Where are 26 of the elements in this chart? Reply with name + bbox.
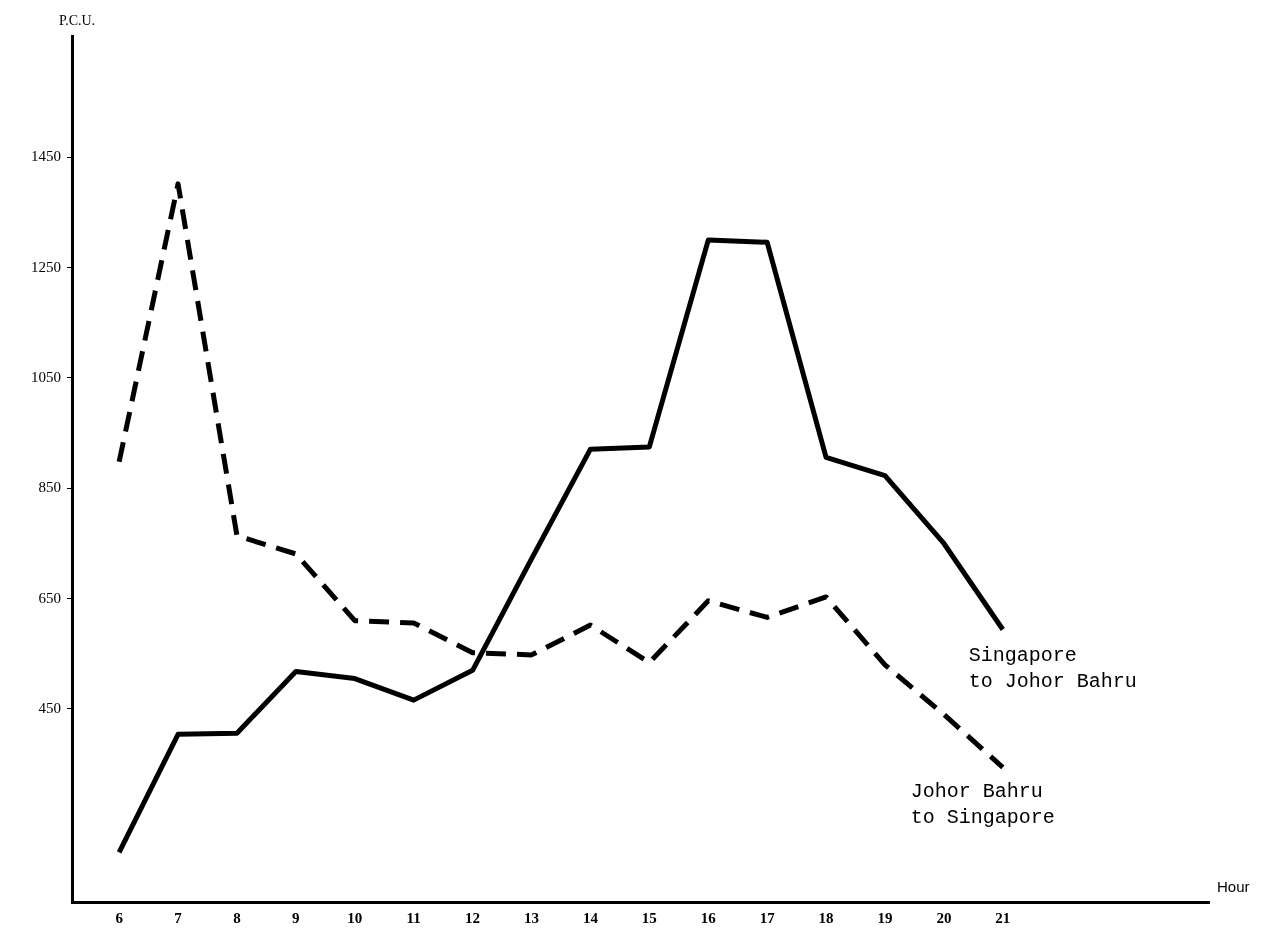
- x-tick-label: 17: [759, 909, 776, 926]
- x-tick-label: 7: [174, 909, 183, 926]
- x-tick-label: 12: [465, 909, 481, 926]
- y-axis-title: P.C.U.: [58, 12, 96, 28]
- x-tick-label: 15: [641, 909, 657, 926]
- y-tick-label: 1250: [31, 258, 61, 275]
- y-tick-label: 1050: [31, 368, 61, 385]
- series-label: Singapore to Johor Bahru: [968, 643, 1137, 693]
- y-tick-label: 850: [38, 479, 61, 496]
- x-tick-label: 9: [292, 909, 300, 926]
- x-tick-label: 11: [406, 909, 421, 926]
- text: Johor Bahru to Singapore: [910, 779, 1055, 829]
- x-tick-label: 21: [995, 909, 1011, 926]
- y-tick-label: 450: [38, 699, 61, 716]
- x-tick-label: 14: [582, 909, 599, 926]
- x-tick-label: 19: [877, 909, 893, 926]
- x-tick-label: 6: [115, 909, 124, 926]
- x-tick-label: 16: [700, 909, 717, 926]
- x-tick-label: 13: [524, 909, 540, 926]
- x-axis-title: Hour: [1217, 878, 1250, 896]
- x-tick-label: 10: [347, 909, 363, 926]
- x-tick-label: 8: [233, 909, 241, 926]
- y-tick-label: 650: [38, 589, 61, 606]
- y-tick-label: 1450: [31, 148, 61, 165]
- x-tick-label: 18: [818, 909, 834, 926]
- x-tick-label: 20: [936, 909, 952, 926]
